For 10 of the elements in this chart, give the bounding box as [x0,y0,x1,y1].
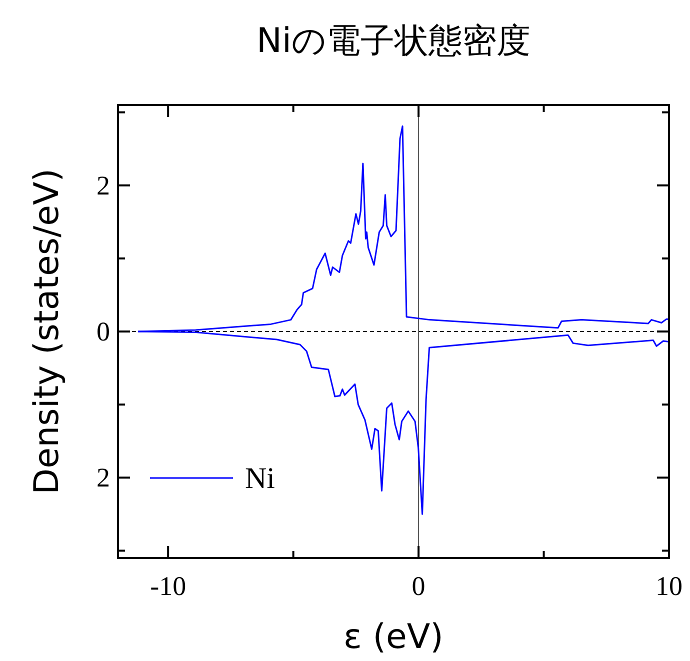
legend-label: Ni [245,462,275,495]
y-axis-title: Density (states/eV) [27,168,67,495]
x-tick-label: -10 [150,571,186,601]
x-tick-label: 10 [656,571,682,601]
y-tick-label: 2 [96,170,110,200]
y-tick-label: 0 [96,316,110,346]
x-axis-title: ε (eV) [344,617,444,657]
x-tick-label: 0 [412,571,426,601]
y-tick-label: 2 [96,462,110,493]
chart-title: Niの電子状態密度 [256,21,530,61]
